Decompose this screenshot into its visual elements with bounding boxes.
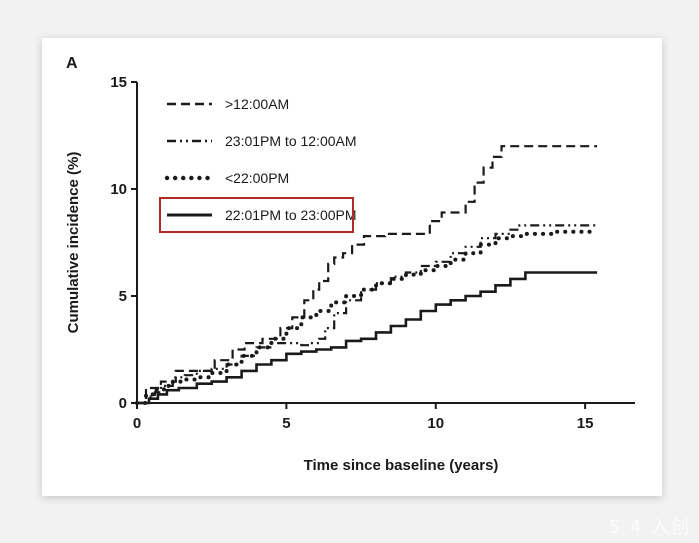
series-layer	[135, 145, 600, 405]
x-tick-label: 0	[133, 415, 141, 432]
series-line-3	[135, 229, 600, 405]
y-tick-label: 10	[110, 181, 127, 198]
x-tick-label: 10	[427, 415, 444, 432]
legend: >12:00AM 23:01PM to 12:00AM <22:00PM 22:01P…	[159, 96, 357, 233]
series-line-1	[137, 145, 598, 405]
figure-card: A 0 5 10 15 0 5 10 15 >12:00AM 23:01PM to 12:00A…	[42, 38, 662, 496]
panel-label: A	[66, 55, 78, 72]
series-line-2	[137, 224, 598, 405]
y-tick-label: 0	[119, 395, 127, 412]
legend-highlight-box	[159, 197, 354, 233]
x-tick-label: 5	[282, 415, 290, 432]
legend-label-4: 22:01PM to 23:00PM	[225, 207, 357, 223]
axes: 0 5 10 15 0 5 10 15	[110, 74, 635, 432]
legend-label-3: <22:00PM	[225, 170, 289, 186]
x-tick-label: 15	[577, 415, 594, 432]
watermark: 5 4 入创	[608, 517, 691, 538]
y-tick-label: 15	[110, 74, 127, 91]
series-line-4	[137, 271, 598, 405]
y-tick-label: 5	[119, 288, 127, 305]
legend-label-2: 23:01PM to 12:00AM	[225, 133, 357, 149]
cumulative-incidence-chart: A 0 5 10 15 0 5 10 15 >12:00AM 23:01PM to 12:00A…	[65, 55, 635, 474]
x-axis-label: Time since baseline (years)	[304, 457, 499, 474]
y-axis-label: Cumulative incidence (%)	[65, 152, 82, 334]
legend-label-1: >12:00AM	[225, 96, 289, 112]
